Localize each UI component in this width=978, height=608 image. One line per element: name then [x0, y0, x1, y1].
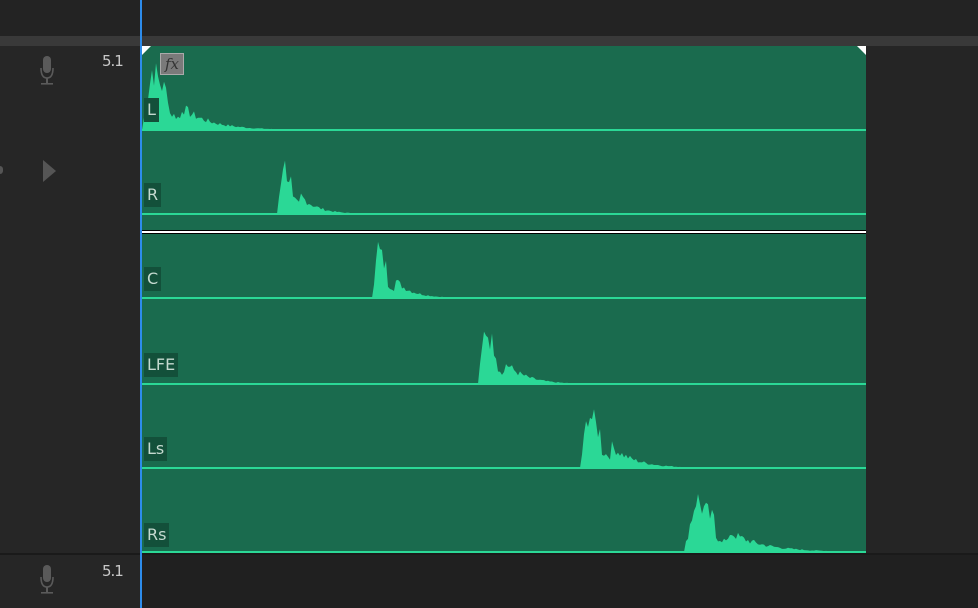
volume-rubber-band[interactable]	[142, 231, 866, 233]
track-2-lane[interactable]	[142, 555, 978, 608]
channel-label-c: C	[144, 267, 162, 291]
playhead[interactable]	[140, 0, 142, 608]
channel-baseline	[142, 467, 866, 469]
audio-track-header	[0, 46, 140, 608]
channel-waveform	[142, 63, 866, 131]
channel-label-lfe: LFE	[144, 353, 179, 377]
triangle-right-icon[interactable]	[43, 160, 57, 182]
channel-waveform	[142, 494, 866, 553]
microphone-icon[interactable]	[40, 565, 54, 595]
channel-label-r: R	[144, 183, 162, 207]
channel-baseline	[142, 551, 866, 553]
channel-label-l: L	[144, 98, 159, 122]
channel-baseline	[142, 129, 866, 131]
microphone-icon[interactable]	[40, 56, 54, 86]
channel-baseline	[142, 213, 866, 215]
channel-waveform	[142, 241, 866, 299]
waveform	[142, 63, 866, 553]
clip-start-corner	[142, 46, 151, 55]
audio-clip[interactable]: L R C LFE Ls Rs	[142, 46, 866, 553]
track-separator	[0, 553, 978, 555]
track-divider-bar	[0, 36, 978, 46]
fx-badge[interactable]: fx	[160, 53, 184, 75]
channel-label-ls: Ls	[144, 437, 168, 461]
channel-baseline	[142, 383, 866, 385]
track-format-label: 5.1	[102, 562, 124, 580]
channel-waveform	[142, 331, 866, 385]
clip-end-corner	[857, 46, 866, 55]
channel-label-rs: Rs	[144, 523, 170, 547]
track-format-label: 5.1	[102, 52, 124, 70]
time-ruler[interactable]	[0, 0, 978, 36]
channel-waveform	[142, 160, 866, 215]
channel-baseline	[142, 297, 866, 299]
channel-waveform	[142, 409, 866, 469]
empty-timeline	[866, 46, 978, 553]
collapsed-handle	[0, 166, 3, 174]
